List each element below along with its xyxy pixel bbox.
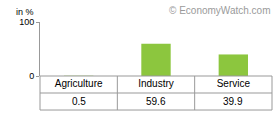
svg-text:Agriculture: Agriculture (55, 78, 103, 89)
svg-text:Service: Service (217, 78, 251, 89)
svg-text:Industry: Industry (138, 78, 174, 89)
svg-text:0: 0 (29, 71, 34, 81)
svg-text:0.5: 0.5 (72, 96, 86, 107)
svg-text:100: 100 (19, 17, 34, 27)
svg-text:in %: in % (16, 7, 34, 17)
svg-text:39.9: 39.9 (223, 96, 243, 107)
svg-text:© EconomyWatch.com: © EconomyWatch.com (169, 5, 270, 16)
svg-text:59.6: 59.6 (146, 96, 166, 107)
